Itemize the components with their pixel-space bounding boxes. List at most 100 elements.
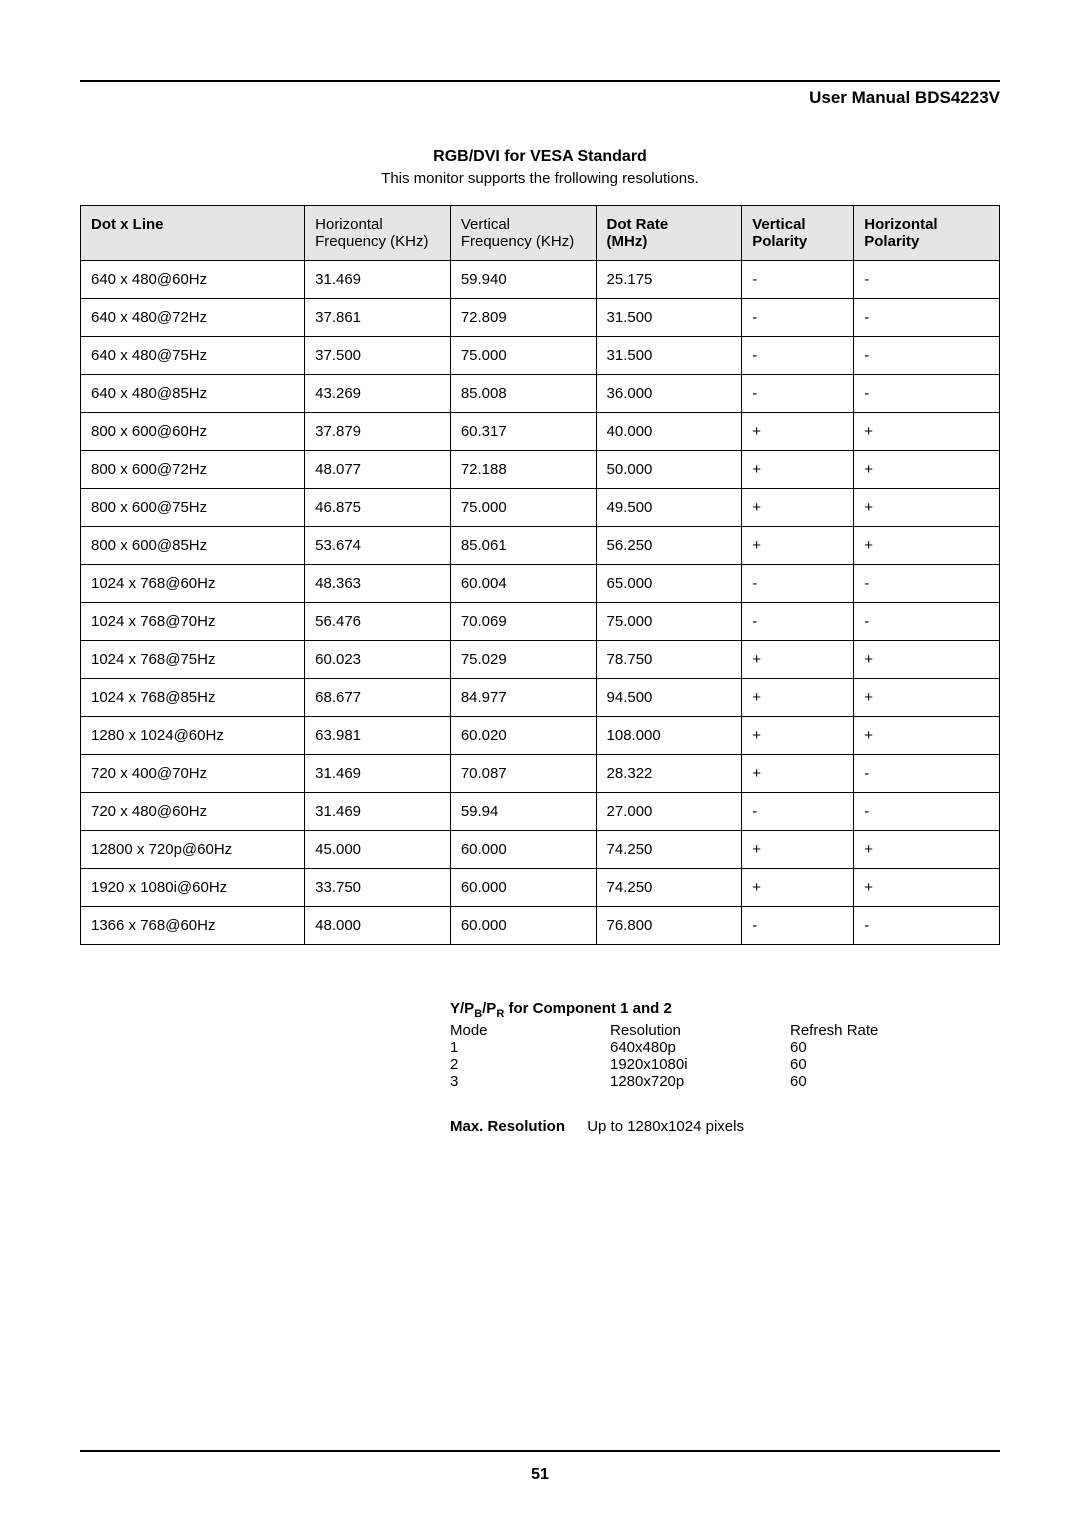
table-row: 1024 x 768@60Hz48.36360.00465.000-- [81,565,1000,603]
section-title: RGB/DVI for VESA Standard [80,148,1000,166]
table-cell: 60.000 [450,831,596,869]
table-cell: - [854,337,1000,375]
component-cell: 60 [790,1039,918,1056]
table-row: 1920 x 1080i@60Hz33.75060.00074.250++ [81,869,1000,907]
table-cell: + [742,869,854,907]
table-cell: - [854,603,1000,641]
label-text: Frequency (KHz) [461,233,574,250]
table-cell: 36.000 [596,375,742,413]
component-cell: 1920x1080i [610,1056,790,1073]
table-row: 1024 x 768@75Hz60.02375.02978.750++ [81,641,1000,679]
max-resolution-section: Max. Resolution Up to 1280x1024 pixels [450,1118,1000,1135]
table-cell: 640 x 480@72Hz [81,299,305,337]
table-cell: 800 x 600@72Hz [81,451,305,489]
table-cell: 40.000 [596,413,742,451]
label-text: Y/P [450,1000,474,1017]
table-cell: + [854,831,1000,869]
label-text: /P [482,1000,496,1017]
table-row: 800 x 600@60Hz37.87960.31740.000++ [81,413,1000,451]
table-cell: + [742,641,854,679]
table-cell: + [742,413,854,451]
table-row: 640 x 480@72Hz37.86172.80931.500-- [81,299,1000,337]
table-cell: 720 x 400@70Hz [81,755,305,793]
component-cell: 60 [790,1056,918,1073]
table-cell: 28.322 [596,755,742,793]
table-cell: 84.977 [450,679,596,717]
label-text: for Component 1 and 2 [504,1000,672,1017]
table-cell: 59.940 [450,261,596,299]
table-cell: - [854,565,1000,603]
label-text: Frequency (KHz) [315,233,428,250]
table-cell: 60.020 [450,717,596,755]
table-row: 1366 x 768@60Hz48.00060.00076.800-- [81,907,1000,945]
table-cell: + [854,451,1000,489]
table-cell: 43.269 [305,375,451,413]
label-text: Vertical [752,216,805,233]
header-rule [80,80,1000,82]
component-cell: 640x480p [610,1039,790,1056]
table-cell: + [742,527,854,565]
table-cell: 800 x 600@60Hz [81,413,305,451]
table-cell: + [854,413,1000,451]
table-cell: 31.469 [305,261,451,299]
table-cell: 1024 x 768@70Hz [81,603,305,641]
component-row: 1640x480p60 [450,1039,918,1056]
page-header: User Manual BDS4223V [80,88,1000,108]
table-cell: - [854,261,1000,299]
table-cell: 63.981 [305,717,451,755]
table-cell: + [742,451,854,489]
table-cell: 37.500 [305,337,451,375]
table-cell: 56.476 [305,603,451,641]
table-cell: - [854,299,1000,337]
table-cell: 94.500 [596,679,742,717]
table-cell: 640 x 480@60Hz [81,261,305,299]
table-cell: 1366 x 768@60Hz [81,907,305,945]
col-header-vfreq: Vertical Frequency (KHz) [450,206,596,261]
table-row: 800 x 600@72Hz48.07772.18850.000++ [81,451,1000,489]
label-text: Polarity [864,233,919,250]
table-cell: 74.250 [596,869,742,907]
table-cell: 74.250 [596,831,742,869]
table-cell: 60.000 [450,869,596,907]
component-row: 31280x720p60 [450,1073,918,1090]
table-row: 1024 x 768@85Hz68.67784.97794.500++ [81,679,1000,717]
table-cell: 72.188 [450,451,596,489]
label-text: Dot Rate [607,216,669,233]
section-subtitle: This monitor supports the frollowing res… [80,170,1000,187]
component-table: Mode Resolution Refresh Rate 1640x480p60… [450,1022,918,1090]
table-cell: - [742,375,854,413]
comp-header-resolution: Resolution [610,1022,790,1039]
component-cell: 60 [790,1073,918,1090]
table-cell: 640 x 480@85Hz [81,375,305,413]
table-cell: 85.008 [450,375,596,413]
table-cell: 53.674 [305,527,451,565]
table-cell: 65.000 [596,565,742,603]
label-text: Horizontal [864,216,937,233]
table-cell: 37.879 [305,413,451,451]
table-row: 12800 x 720p@60Hz45.00060.00074.250++ [81,831,1000,869]
table-cell: 68.677 [305,679,451,717]
table-cell: 75.000 [450,337,596,375]
table-cell: 31.500 [596,299,742,337]
component-header-row: Mode Resolution Refresh Rate [450,1022,918,1039]
table-cell: 60.023 [305,641,451,679]
table-cell: 31.500 [596,337,742,375]
table-row: 720 x 400@70Hz31.46970.08728.322+- [81,755,1000,793]
table-cell: 70.069 [450,603,596,641]
table-row: 800 x 600@75Hz46.87575.00049.500++ [81,489,1000,527]
table-row: 640 x 480@85Hz43.26985.00836.000-- [81,375,1000,413]
table-cell: - [742,565,854,603]
table-cell: + [854,869,1000,907]
table-cell: 31.469 [305,755,451,793]
table-cell: 70.087 [450,755,596,793]
table-cell: 12800 x 720p@60Hz [81,831,305,869]
table-cell: 1280 x 1024@60Hz [81,717,305,755]
table-cell: + [742,679,854,717]
component-cell: 2 [450,1056,610,1073]
footer-rule [80,1450,1000,1452]
component-cell: 3 [450,1073,610,1090]
table-cell: 49.500 [596,489,742,527]
table-row: 720 x 480@60Hz31.46959.9427.000-- [81,793,1000,831]
component-cell: 1280x720p [610,1073,790,1090]
table-cell: 48.077 [305,451,451,489]
